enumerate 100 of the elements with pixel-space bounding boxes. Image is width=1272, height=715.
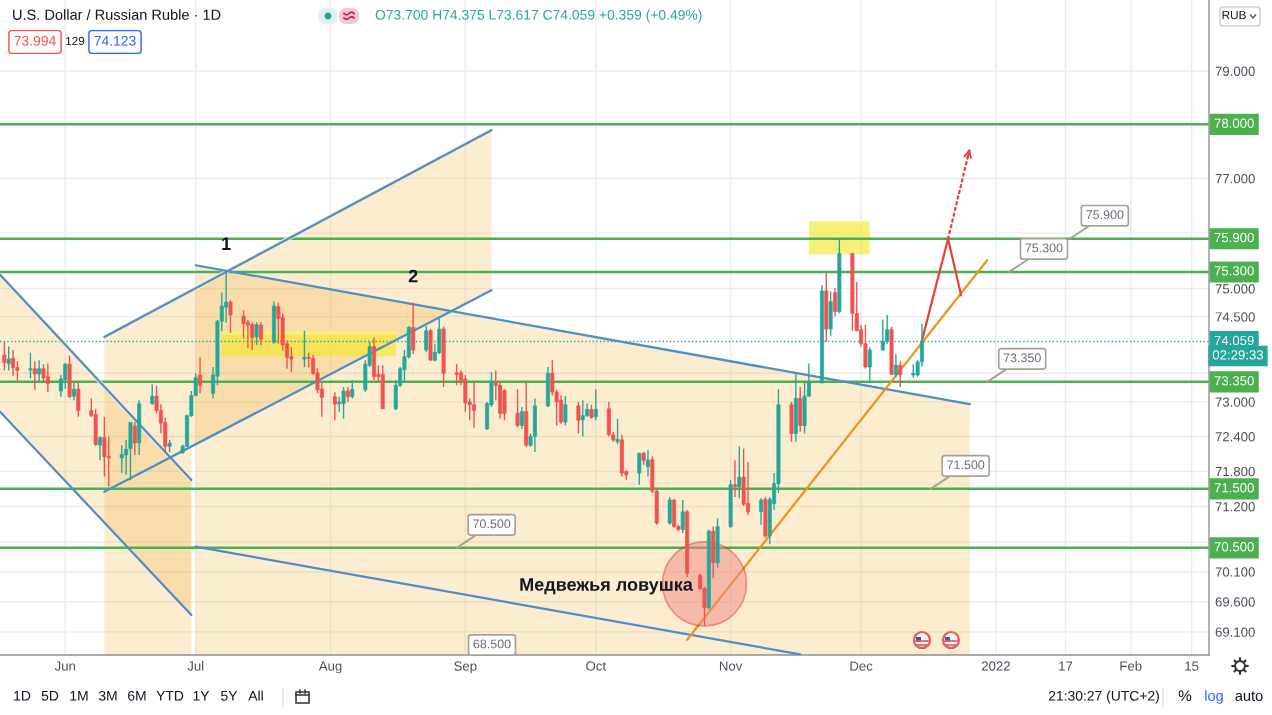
x-tick-label: 2022: [981, 661, 1010, 671]
text: 5D: [41, 691, 59, 701]
candlestick: [224, 269, 229, 324]
y-tick-label: 74.500: [1215, 312, 1255, 322]
text: auto: [1235, 691, 1263, 701]
candlestick: [37, 359, 42, 384]
text: log: [1205, 690, 1223, 704]
candlestick: [2, 341, 7, 372]
annotation: Медвежья ловушка: [520, 578, 693, 595]
candlestick: [667, 496, 672, 526]
candlestick: [258, 321, 263, 346]
candlestick: [150, 383, 155, 406]
x-tick-label: Jun: [54, 661, 76, 671]
text: 6M: [128, 690, 146, 701]
annotation: 70.500: [473, 519, 511, 529]
candlestick: [28, 352, 33, 380]
candlestick: [250, 321, 255, 351]
candlestick: [863, 323, 868, 370]
candlestick: [519, 406, 524, 430]
y-tick-label: 73.000: [1215, 397, 1255, 407]
text: 1Y: [193, 691, 210, 701]
candlestick: [893, 353, 898, 378]
x-tick-label: 15: [1185, 661, 1199, 671]
y-tick-label: 79.000: [1215, 66, 1255, 76]
text: O73.700 H74.375 L73.617 C74.059 +0.359 (+0.49%): [375, 9, 702, 23]
candlestick: [45, 362, 50, 393]
candlestick: [637, 452, 642, 486]
candlestick: [576, 401, 581, 435]
x-tick-label: Jul: [187, 661, 204, 671]
candlestick: [11, 349, 16, 377]
candlestick: [502, 388, 507, 421]
candlestick: [732, 459, 737, 498]
text: RUB: [1222, 10, 1246, 20]
candlestick: [132, 421, 137, 456]
y-tick-label: 69.100: [1215, 627, 1255, 637]
candlestick: [6, 345, 11, 372]
x-tick-label: Feb: [1120, 661, 1142, 671]
candlestick: [898, 360, 903, 388]
ref-line-label: 73.350: [1214, 376, 1254, 386]
ref-line-label: 78.000: [1214, 118, 1254, 128]
text: 5Y: [221, 691, 238, 701]
x-tick-label: Dec: [850, 661, 873, 671]
annotation: 75.900: [1086, 210, 1124, 220]
y-tick-label: 77.000: [1215, 173, 1255, 184]
y-tick-label: 72.400: [1215, 432, 1255, 442]
chart-title: U.S. Dollar / Russian Ruble · 1D: [13, 9, 221, 20]
text: 1D: [14, 691, 31, 701]
annotation: 74.123: [94, 35, 136, 46]
x-tick-label: Aug: [318, 661, 342, 674]
annotation: 1: [222, 237, 231, 250]
x-tick-label: Nov: [719, 661, 743, 671]
annotation: 129: [66, 36, 85, 46]
ref-line-label: 75.300: [1214, 266, 1254, 276]
text: %: [1178, 690, 1192, 702]
candlestick: [737, 445, 742, 499]
x-tick-label: Sep: [454, 661, 477, 674]
text: YTD: [156, 691, 184, 701]
candlestick: [98, 435, 103, 461]
candlestick: [515, 388, 520, 428]
candlestick: [198, 356, 203, 394]
text: 1M: [70, 691, 88, 701]
candlestick: [833, 287, 837, 318]
candlestick: [76, 382, 81, 418]
y-tick-label: 70.100: [1215, 567, 1255, 577]
y-tick-label: 71.800: [1215, 466, 1255, 477]
candlestick: [341, 386, 346, 420]
candlestick: [646, 449, 650, 478]
y-tick-label: 69.600: [1215, 597, 1255, 607]
candlestick: [580, 399, 585, 438]
candlestick: [119, 444, 124, 474]
annotation: 2: [408, 269, 418, 283]
candlestick: [593, 388, 598, 421]
candlestick: [332, 391, 337, 421]
candlestick: [563, 395, 568, 427]
candlestick: [680, 499, 685, 534]
text: 3M: [98, 690, 117, 701]
annotation: 68.500: [473, 639, 511, 649]
ref-line-label: 74.059: [1214, 335, 1254, 346]
candlestick: [615, 417, 620, 445]
ref-line-label: 75.900: [1214, 232, 1254, 243]
text: 21:30:27 (UTC+2): [1048, 690, 1159, 704]
annotation: 71.500: [947, 460, 985, 470]
ref-line-label: 71.500: [1214, 483, 1254, 493]
candlestick: [350, 379, 355, 400]
y-tick-label: 71.200: [1215, 502, 1255, 512]
annotation: 75.300: [1025, 243, 1063, 253]
text: 02:29:33: [1212, 350, 1264, 360]
candlestick: [759, 497, 764, 526]
candlestick: [867, 346, 872, 384]
candlestick: [454, 363, 459, 386]
x-tick-label: 17: [1059, 661, 1073, 671]
candlestick: [32, 360, 37, 391]
text: All: [248, 690, 263, 701]
candlestick: [245, 319, 250, 349]
ref-line-label: 70.500: [1214, 542, 1254, 552]
candlestick: [228, 299, 233, 334]
x-tick-label: Oct: [586, 661, 606, 671]
annotation: 73.994: [14, 35, 56, 46]
candlestick: [411, 301, 416, 355]
y-tick-label: 75.000: [1215, 284, 1255, 294]
